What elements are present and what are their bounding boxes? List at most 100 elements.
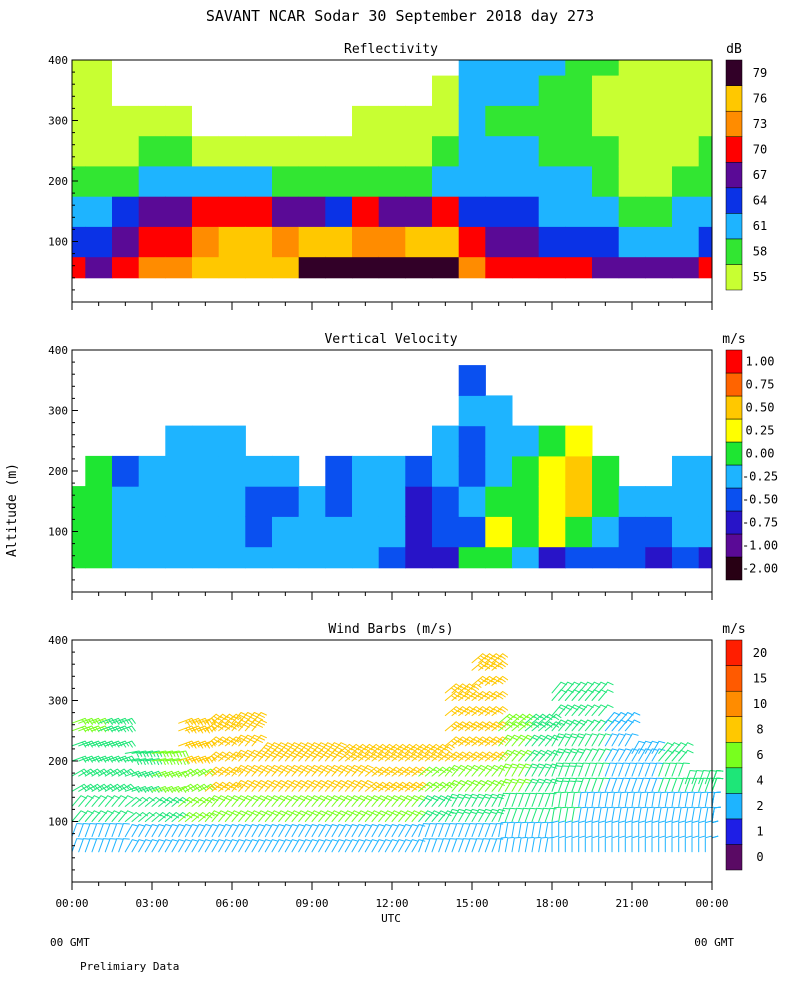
wind-barb (698, 835, 705, 853)
wind-barb (364, 795, 381, 807)
reflectivity-cell (458, 60, 486, 76)
wind-barb (331, 810, 347, 822)
wind-barb (544, 778, 559, 792)
reflectivity-cells (72, 60, 713, 279)
wind-barb (624, 733, 639, 747)
reflectivity-cell (485, 226, 513, 258)
reflectivity-cell (245, 196, 273, 227)
wind-barb (504, 763, 519, 777)
wind-barb (398, 839, 412, 853)
wind-barb (284, 742, 301, 754)
wind-barb (398, 766, 415, 777)
vertical-velocity-cell (245, 455, 273, 487)
vertical-velocity-cell (458, 425, 486, 457)
wind-barb (104, 795, 121, 807)
colorbar-label: 4 (756, 774, 763, 788)
reflectivity-cell (218, 105, 246, 137)
wind-barb (418, 838, 430, 853)
x-tick-label: 03:00 (135, 897, 168, 910)
reflectivity-cell (592, 135, 620, 167)
wind-barb (238, 795, 254, 807)
wind-barb (138, 839, 152, 853)
wind-barb (471, 838, 484, 853)
wind-barb (451, 823, 464, 838)
reflectivity-cell (672, 60, 700, 76)
wind-barb (324, 839, 339, 853)
vertical-velocity-cell (138, 455, 166, 487)
wind-barb (464, 780, 481, 792)
wind-barb (371, 766, 389, 777)
wind-barb (391, 810, 407, 822)
wind-barb (211, 766, 229, 777)
wind-barb (698, 806, 708, 822)
wind-barb (618, 762, 630, 777)
reflectivity-cell (112, 135, 140, 167)
reflectivity-cell (272, 226, 300, 258)
wind-barb (591, 762, 604, 777)
colorbar-swatch (725, 464, 743, 489)
wind-barb (218, 781, 235, 792)
wind-barb (684, 820, 692, 838)
wind-barb (611, 820, 619, 838)
colorbar-swatch (725, 59, 743, 86)
wind-barb (664, 791, 675, 807)
wind-barb (584, 689, 601, 701)
wind-barb (651, 820, 659, 838)
reflectivity-cell (218, 60, 246, 76)
wind-barb (464, 823, 477, 838)
wind-barb (551, 689, 567, 701)
reflectivity-cell (432, 135, 460, 167)
y-tick-label: 400 (48, 54, 68, 67)
x-tick-label: 18:00 (535, 897, 568, 910)
wind-barb (631, 806, 641, 822)
wind-barb (338, 824, 352, 838)
wind-barb (571, 806, 581, 822)
x-axis-label: UTC (381, 912, 401, 925)
wind-barb (198, 824, 212, 838)
wind-barb (671, 762, 684, 777)
wind-barb (558, 835, 565, 853)
wind-barb (111, 795, 127, 807)
wind-barb (658, 806, 668, 822)
wind-barb (164, 796, 182, 807)
wind-barb (298, 824, 312, 838)
wind-barb (458, 691, 475, 701)
wind-barb (531, 763, 546, 777)
vertical-velocity-cell (325, 546, 353, 569)
wind-barb (531, 778, 546, 792)
wind-barb (231, 795, 247, 807)
wind-barb (378, 781, 395, 792)
wind-barb (238, 764, 254, 777)
reflectivity-cell (138, 75, 166, 106)
wind-barb (398, 824, 412, 838)
wind-barb (378, 795, 394, 807)
wind-barb (318, 839, 332, 853)
vertical-velocity-cell (218, 486, 246, 517)
wind-barb (444, 721, 462, 732)
y-tick-label: 100 (48, 526, 68, 539)
wind-barb (611, 835, 619, 853)
vertical-velocity-cell (165, 486, 193, 517)
wind-barb (564, 733, 579, 747)
wind-barb (464, 764, 481, 777)
wind-barb (624, 806, 635, 822)
wind-barb (478, 793, 492, 807)
wind-barb (551, 762, 564, 777)
wind-barb (691, 777, 704, 792)
wind-barb (384, 824, 399, 838)
wind-barb (671, 835, 679, 853)
colorbar-swatch (725, 793, 743, 820)
wind-barb (604, 835, 612, 853)
wind-barb (538, 734, 554, 747)
vertical-velocity-cell (538, 546, 566, 569)
wind-barb (378, 743, 395, 754)
colorbar-swatch (725, 767, 743, 794)
wind-barb (704, 770, 717, 785)
wind-barb (191, 755, 210, 764)
wind-barb (604, 719, 621, 732)
wind-barb (524, 836, 535, 853)
colorbar-swatch (725, 441, 743, 466)
wind-barb (371, 824, 386, 838)
reflectivity-cell (352, 196, 380, 227)
wind-barb (698, 770, 710, 785)
